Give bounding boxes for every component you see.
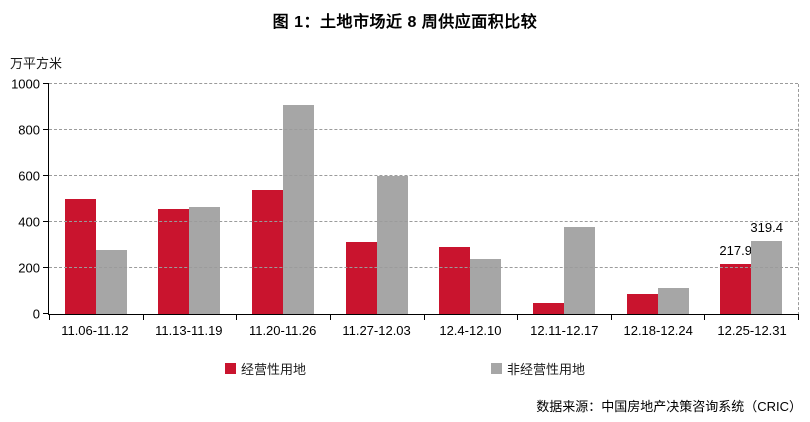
bar-group (424, 84, 518, 314)
x-axis-tick (610, 314, 612, 320)
legend-item-operational: 经营性用地 (224, 359, 306, 378)
bar-operational-land (64, 199, 96, 314)
bar-slot (532, 84, 564, 314)
y-axis-tick-label: 200 (18, 260, 40, 276)
x-axis-labels: 11.06-11.12 11.13-11.19 11.20-11.26 11.27-1… (48, 323, 799, 338)
x-axis-tick (798, 314, 799, 320)
data-source-note: 数据来源：中国房地产决策咨询系统（CRIC） (536, 399, 802, 414)
gridline-1000 (49, 83, 798, 84)
bar-value-label: 217.9 (719, 242, 752, 258)
x-axis-category-label: 12.4-12.10 (439, 323, 502, 338)
bar-value-label: 319.4 (750, 219, 783, 235)
x-axis-category-label: 11.06-11.12 (61, 323, 129, 338)
chart-title: 图 1：土地市场近 8 周供应面积比较 (272, 14, 538, 31)
x-axis-category-label: 12.25-12.31 (717, 323, 787, 338)
x-axis-category-label: 11.27-12.03 (342, 323, 411, 338)
bar-slot (283, 84, 315, 314)
y-axis-tick (43, 129, 49, 130)
bar-slot (345, 84, 377, 314)
legend-label-non-operational: 非经营性用地 (507, 362, 586, 377)
y-axis-tick (43, 267, 49, 268)
bar-slot (252, 84, 284, 314)
bar-slot (563, 84, 595, 314)
bar-slot (158, 84, 190, 314)
bar-slot (439, 84, 471, 314)
bar-slot (95, 84, 127, 314)
x-axis-tick (704, 314, 706, 320)
bar-operational-land (345, 241, 377, 314)
x-axis-tick (142, 314, 144, 320)
y-axis-tick (43, 313, 49, 314)
bar-non-operational-land (563, 226, 595, 314)
bar-slot: 319.4 (750, 84, 783, 314)
y-axis-tick (43, 83, 49, 84)
bar-slot (376, 84, 408, 314)
bar-non-operational-land (470, 258, 502, 314)
bar-group (611, 84, 705, 314)
bar-group (517, 84, 611, 314)
bar-group (236, 84, 330, 314)
y-axis-tick-label: 1000 (11, 76, 40, 92)
legend-label-operational: 经营性用地 (240, 362, 306, 377)
gridline-800 (49, 129, 798, 130)
bar-group (330, 84, 424, 314)
y-axis-tick-label: 400 (18, 214, 40, 230)
legend-item-non-operational: 非经营性用地 (491, 359, 585, 378)
legend-swatch-gray-icon (491, 363, 502, 374)
x-axis-category-label: 11.13-11.19 (155, 323, 223, 338)
bar-non-operational-land (751, 240, 783, 314)
gridline-600 (49, 175, 798, 176)
bar-operational-land (252, 189, 284, 314)
y-axis-tick-label: 800 (18, 122, 40, 138)
bar-non-operational-land (189, 207, 221, 314)
bar-group (143, 84, 237, 314)
bar-operational-land (439, 247, 471, 314)
bar-operational-land (158, 209, 190, 314)
y-axis-tick-label: 0 (32, 306, 40, 322)
x-axis-tick (329, 314, 331, 320)
legend: 经营性用地 非经营性用地 (0, 359, 810, 378)
y-axis-tick (43, 221, 49, 222)
x-axis-category-label: 12.18-12.24 (623, 323, 693, 338)
bar-non-operational-land (95, 249, 127, 314)
x-axis-tick (49, 314, 50, 320)
bar-slot (626, 84, 658, 314)
bar-slot (657, 84, 689, 314)
x-axis-tick (517, 314, 519, 320)
legend-swatch-red-icon (224, 363, 236, 374)
bar-group (49, 84, 143, 314)
bar-slot: 217.9 (719, 84, 752, 314)
gridline-200 (49, 267, 798, 268)
y-axis-unit-label: 万平方米 (10, 56, 63, 71)
bar-operational-land (720, 263, 752, 314)
x-axis-category-label: 12.11-12.17 (530, 323, 599, 338)
bar-operational-land (532, 302, 564, 314)
bar-slot (64, 84, 96, 314)
gridline-400 (49, 221, 798, 222)
y-axis-tick (43, 175, 49, 176)
bar-non-operational-land (283, 104, 315, 314)
bar-slot (189, 84, 221, 314)
bar-group: 217.9 319.4 (704, 84, 798, 314)
bar-slot (470, 84, 502, 314)
bar-non-operational-land (657, 287, 689, 314)
y-axis-tick-label: 600 (18, 168, 40, 184)
plot-area: 217.9 319.4 0 200 400 600 800 1000 (11, 78, 799, 321)
x-axis-category-label: 11.20-11.26 (248, 323, 317, 338)
bar-groups-container: 217.9 319.4 (49, 84, 798, 314)
x-axis-tick (236, 314, 238, 320)
x-axis-tick (423, 314, 425, 320)
bar-operational-land (626, 294, 658, 314)
bar-non-operational-land (376, 176, 408, 314)
